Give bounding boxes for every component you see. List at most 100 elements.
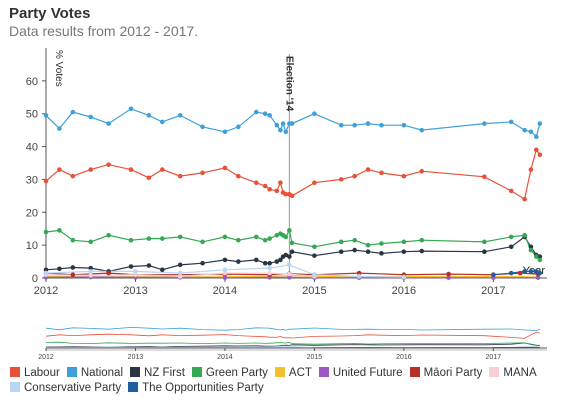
data-point[interactable] <box>533 269 539 274</box>
data-point[interactable] <box>356 270 362 276</box>
data-point[interactable] <box>57 167 62 172</box>
data-point[interactable] <box>274 122 280 128</box>
data-point[interactable] <box>222 267 228 273</box>
data-point[interactable] <box>283 234 289 240</box>
legend-item[interactable]: Conservative Party <box>10 381 121 396</box>
data-point[interactable] <box>253 109 259 115</box>
data-point[interactable] <box>379 251 384 256</box>
data-point[interactable] <box>482 249 487 255</box>
data-point[interactable] <box>106 270 111 276</box>
data-point[interactable] <box>106 162 111 167</box>
data-point[interactable] <box>43 270 49 276</box>
data-point[interactable] <box>365 249 371 255</box>
data-point[interactable] <box>528 244 534 250</box>
data-point[interactable] <box>70 265 76 270</box>
data-point[interactable] <box>379 170 384 176</box>
data-point[interactable] <box>222 129 228 135</box>
data-point[interactable] <box>274 259 280 264</box>
data-point[interactable] <box>253 180 259 186</box>
data-point[interactable] <box>267 186 272 192</box>
data-point[interactable] <box>200 260 205 266</box>
data-point[interactable] <box>537 257 543 263</box>
data-point[interactable] <box>446 275 451 280</box>
data-point[interactable] <box>535 275 541 280</box>
data-point[interactable] <box>289 249 295 255</box>
data-point[interactable] <box>528 269 534 274</box>
data-point[interactable] <box>533 254 539 259</box>
data-point[interactable] <box>356 274 362 279</box>
legend-item[interactable]: MANA <box>489 366 537 381</box>
data-point[interactable] <box>401 274 407 280</box>
data-point[interactable] <box>70 173 76 179</box>
data-point[interactable] <box>287 271 292 277</box>
data-point[interactable] <box>537 270 543 276</box>
data-point[interactable] <box>419 127 425 133</box>
data-point[interactable] <box>267 260 272 266</box>
data-point[interactable] <box>253 257 259 263</box>
data-point[interactable] <box>146 263 152 268</box>
data-point[interactable] <box>177 262 183 268</box>
data-point[interactable] <box>236 237 241 243</box>
data-point[interactable] <box>70 272 76 278</box>
data-point[interactable] <box>278 257 283 263</box>
data-point[interactable] <box>128 264 134 269</box>
data-point[interactable] <box>267 265 272 271</box>
data-point[interactable] <box>222 275 228 280</box>
data-point[interactable] <box>133 272 138 278</box>
data-point[interactable] <box>508 244 514 250</box>
data-point[interactable] <box>88 239 94 245</box>
data-point[interactable] <box>88 265 94 271</box>
data-point[interactable] <box>508 188 514 194</box>
data-point[interactable] <box>106 121 111 126</box>
data-point[interactable] <box>262 111 268 117</box>
data-point[interactable] <box>57 126 62 131</box>
data-point[interactable] <box>177 274 183 279</box>
data-point[interactable] <box>482 121 487 126</box>
data-point[interactable] <box>419 237 425 243</box>
data-point[interactable] <box>287 275 292 280</box>
data-point[interactable] <box>352 173 357 179</box>
data-point[interactable] <box>491 272 496 278</box>
legend-item[interactable]: Green Party <box>191 366 268 381</box>
data-point[interactable] <box>88 167 94 172</box>
data-point[interactable] <box>287 254 292 259</box>
legend-item[interactable]: Labour <box>10 366 60 381</box>
data-point[interactable] <box>517 270 523 276</box>
data-point[interactable] <box>280 121 286 126</box>
data-point[interactable] <box>88 114 94 120</box>
data-point[interactable] <box>508 119 514 125</box>
data-point[interactable] <box>274 188 280 194</box>
data-point[interactable] <box>57 266 62 272</box>
data-point[interactable] <box>222 165 228 171</box>
data-point[interactable] <box>106 232 111 238</box>
legend-item[interactable]: Māori Party <box>409 366 482 381</box>
data-point[interactable] <box>146 236 152 241</box>
data-point[interactable] <box>128 237 134 243</box>
data-point[interactable] <box>43 113 49 118</box>
data-point[interactable] <box>133 269 138 274</box>
data-point[interactable] <box>267 113 272 118</box>
data-point[interactable] <box>312 180 317 186</box>
data-point[interactable] <box>312 253 317 258</box>
data-point[interactable] <box>177 113 183 118</box>
data-point[interactable] <box>283 252 289 258</box>
data-point[interactable] <box>528 167 534 172</box>
data-point[interactable] <box>401 239 407 245</box>
overview-context-chart[interactable]: 2012 2013 2014 2015 2016 2017 <box>38 326 547 361</box>
legend-item[interactable]: NZ First <box>130 366 185 381</box>
data-point[interactable] <box>522 232 527 238</box>
data-point[interactable] <box>43 267 49 273</box>
data-point[interactable] <box>338 249 344 255</box>
data-point[interactable] <box>508 270 514 276</box>
data-point[interactable] <box>537 254 543 259</box>
data-point[interactable] <box>446 271 451 277</box>
data-point[interactable] <box>287 228 292 233</box>
data-point[interactable] <box>43 178 49 184</box>
data-point[interactable] <box>160 167 165 172</box>
legend-item[interactable]: ACT <box>274 366 312 381</box>
data-point[interactable] <box>262 260 268 266</box>
data-point[interactable] <box>146 113 152 118</box>
data-point[interactable] <box>537 121 543 126</box>
data-point[interactable] <box>283 129 289 135</box>
data-point[interactable] <box>57 228 62 233</box>
